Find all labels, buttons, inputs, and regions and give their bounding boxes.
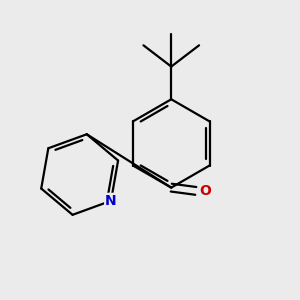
Text: N: N <box>105 194 117 208</box>
Text: O: O <box>199 184 211 198</box>
